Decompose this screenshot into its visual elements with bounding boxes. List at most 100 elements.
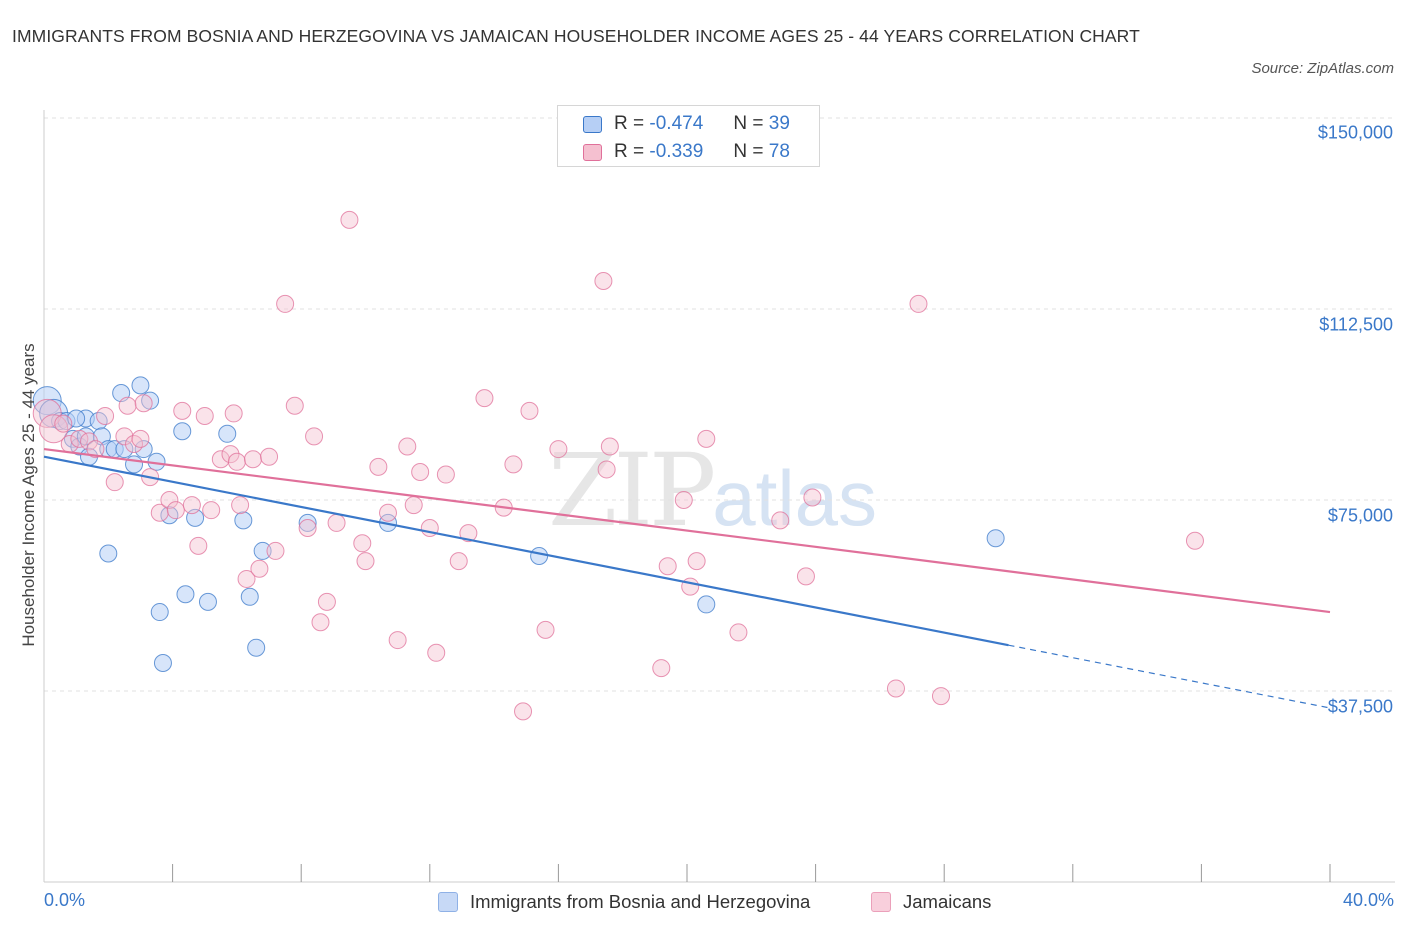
- bosnia-point: [253, 541, 272, 560]
- y-axis-label: Householder Income Ages 25 - 44 years: [19, 343, 38, 647]
- legend-label: Immigrants from Bosnia and Herzegovina: [470, 891, 811, 912]
- bosnia-point: [530, 547, 549, 566]
- r-value: -0.474: [649, 113, 704, 134]
- jamaican-point: [54, 414, 73, 433]
- jamaican-point: [340, 210, 359, 229]
- jamaican-point: [166, 501, 185, 520]
- jamaican-point: [243, 450, 262, 469]
- chart-title: IMMIGRANTS FROM BOSNIA AND HERZEGOVINA V…: [12, 26, 1140, 46]
- jamaican-point: [285, 396, 304, 415]
- jamaican-point: [520, 401, 539, 420]
- bosnia-trend-extension: [1008, 644, 1331, 709]
- y-tick-label: $150,000: [1317, 122, 1393, 143]
- jamaican-point: [276, 294, 295, 313]
- legend-row-jamaicans: R = -0.339 N = 78: [583, 139, 790, 165]
- r-value: -0.339: [649, 141, 704, 162]
- jamaican-point: [600, 437, 619, 456]
- bosnia-point: [697, 595, 716, 614]
- y-tick-label: $112,500: [1319, 314, 1393, 335]
- jamaican-point: [96, 406, 115, 425]
- bottom-legend-jamaicans: Jamaicans: [871, 888, 991, 916]
- jamaican-point: [202, 501, 221, 520]
- jamaican-point: [266, 541, 285, 560]
- correlation-legend: R = -0.474 N = 39 R = -0.339 N = 78: [557, 105, 820, 167]
- bosnia-point: [176, 585, 195, 604]
- watermark-atlas: atlas: [712, 454, 878, 542]
- jamaican-point: [549, 440, 568, 459]
- n-value: 39: [768, 113, 790, 134]
- bosnia-point: [125, 455, 144, 474]
- jamaican-point: [182, 496, 201, 515]
- bosnia-point: [247, 638, 266, 657]
- bosnia-point: [218, 424, 237, 443]
- pink-swatch-icon: [871, 892, 891, 912]
- bosnia-point: [234, 511, 253, 530]
- jamaican-trend-line: [43, 447, 1331, 614]
- jamaican-point: [32, 398, 62, 428]
- jamaican-point: [536, 620, 555, 639]
- jamaican-point: [195, 406, 214, 425]
- jamaican-point: [436, 465, 455, 484]
- jamaican-point: [105, 473, 124, 492]
- jamaican-point: [86, 440, 105, 459]
- jamaican-point: [398, 437, 417, 456]
- bosnia-point: [134, 440, 153, 459]
- source-label: Source: ZipAtlas.com: [1251, 60, 1394, 77]
- jamaican-point: [224, 404, 243, 423]
- bosnia-point: [986, 529, 1005, 548]
- jamaican-point: [427, 643, 446, 662]
- pink-swatch-icon: [583, 143, 602, 161]
- jamaican-point: [687, 552, 706, 571]
- jamaican-point: [173, 401, 192, 420]
- bosnia-point: [240, 587, 259, 606]
- jamaican-point: [652, 659, 671, 678]
- jamaican-point: [260, 447, 279, 466]
- jamaican-point: [134, 394, 153, 413]
- jamaican-point: [379, 503, 398, 522]
- bosnia-point: [153, 653, 172, 672]
- jamaican-point: [211, 450, 230, 469]
- blue-swatch-icon: [438, 892, 458, 912]
- jamaican-point: [369, 457, 388, 476]
- x-tick-label-max: 40.0%: [1342, 890, 1394, 910]
- jamaican-point: [796, 567, 815, 586]
- bosnia-point: [131, 376, 150, 395]
- jamaican-point: [697, 429, 716, 448]
- jamaican-point: [771, 511, 790, 530]
- jamaican-point: [449, 552, 468, 571]
- jamaican-point: [411, 462, 430, 481]
- jamaican-point: [388, 631, 407, 650]
- watermark: ZIPatlas: [548, 432, 877, 549]
- bosnia-point: [198, 592, 217, 611]
- jamaican-point: [597, 460, 616, 479]
- jamaican-point: [250, 559, 269, 578]
- jamaican-point: [909, 294, 928, 313]
- jamaican-point: [459, 524, 478, 543]
- legend-row-bosnia: R = -0.474 N = 39: [583, 111, 790, 137]
- jamaican-point: [886, 679, 905, 698]
- jamaican-point: [681, 577, 700, 596]
- jamaican-point: [658, 557, 677, 576]
- jamaican-point: [674, 491, 693, 509]
- x-tick-label-min: 0.0%: [44, 890, 86, 910]
- jamaican-point: [231, 496, 250, 515]
- jamaican-point: [594, 271, 613, 290]
- jamaican-point: [475, 389, 494, 408]
- jamaican-point: [729, 623, 748, 642]
- jamaican-point: [356, 552, 375, 571]
- watermark-zip: ZIP: [548, 432, 716, 549]
- y-tick-label: $75,000: [1327, 505, 1393, 526]
- jamaican-point: [80, 432, 99, 451]
- jamaican-point: [221, 445, 240, 464]
- jamaican-point: [118, 396, 137, 415]
- jamaican-point: [931, 687, 950, 706]
- bosnia-point: [298, 513, 317, 532]
- jamaican-point: [514, 702, 533, 721]
- jamaican-point: [404, 496, 423, 515]
- jamaican-point: [237, 569, 256, 588]
- jamaican-point: [160, 491, 179, 509]
- r-label: R =: [614, 141, 645, 162]
- jamaican-point: [311, 613, 330, 632]
- jamaican-point: [39, 414, 69, 444]
- jamaican-point: [327, 513, 346, 532]
